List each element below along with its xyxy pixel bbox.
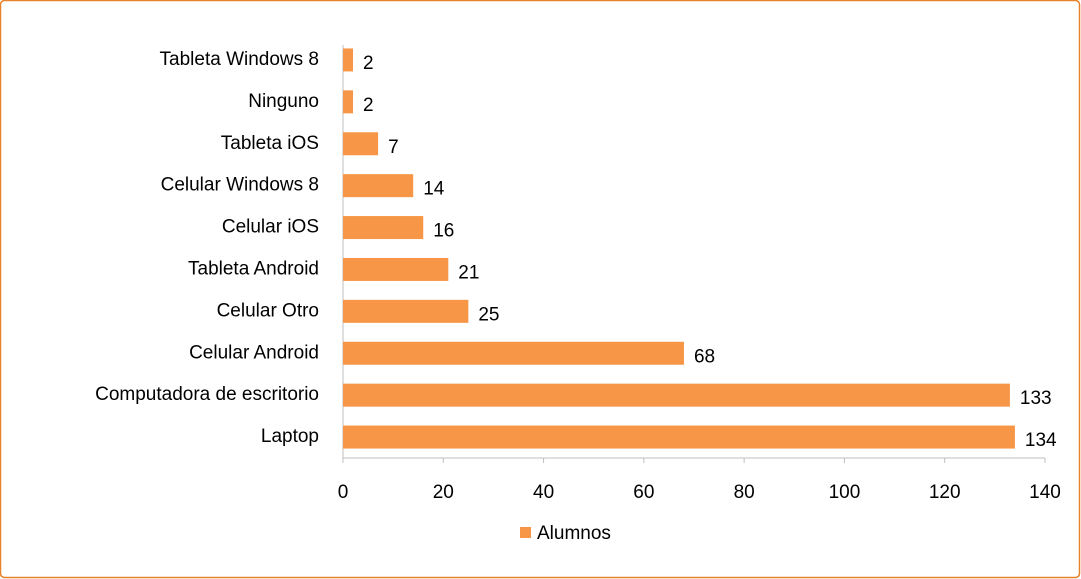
y-tick-label: Laptop [261,426,319,447]
y-tick-label: Tableta iOS [221,133,319,154]
y-tick-label: Ninguno [248,91,319,112]
bar [343,257,449,281]
y-tick-label: Celular iOS [222,217,319,238]
y-tick-label: Celular Windows 8 [161,175,319,196]
data-label: 134 [1025,430,1057,451]
x-tick-label: 140 [1029,482,1061,503]
data-label: 21 [458,262,479,283]
bar [343,132,379,156]
y-tick-label: Tableta Windows 8 [160,49,319,70]
x-tick-label: 80 [734,482,755,503]
legend-label: Alumnos [537,523,611,544]
data-label: 14 [423,179,445,200]
y-tick-label: Celular Otro [217,300,319,321]
data-label: 133 [1020,388,1052,409]
bar [343,216,424,240]
bar [343,174,414,198]
x-tick-label: 120 [929,482,961,503]
bar [343,90,354,114]
bar [343,299,469,323]
x-tick-label: 60 [633,482,654,503]
x-tick-label: 100 [829,482,861,503]
x-tick-label: 40 [533,482,554,503]
legend-swatch [520,527,531,538]
bar [343,48,354,72]
x-tick-label: 0 [338,482,349,503]
data-label: 2 [363,95,374,116]
data-label: 25 [478,304,499,325]
data-label: 68 [694,346,715,367]
data-label: 2 [363,53,374,74]
bar [343,383,1010,407]
data-label: 16 [433,221,454,242]
bar [343,425,1015,449]
data-label: 7 [388,137,399,158]
bar [343,341,684,365]
x-tick-label: 20 [433,482,454,503]
y-tick-label: Celular Android [189,342,319,363]
y-tick-label: Tableta Android [188,258,319,279]
y-tick-label: Computadora de escritorio [95,384,319,405]
